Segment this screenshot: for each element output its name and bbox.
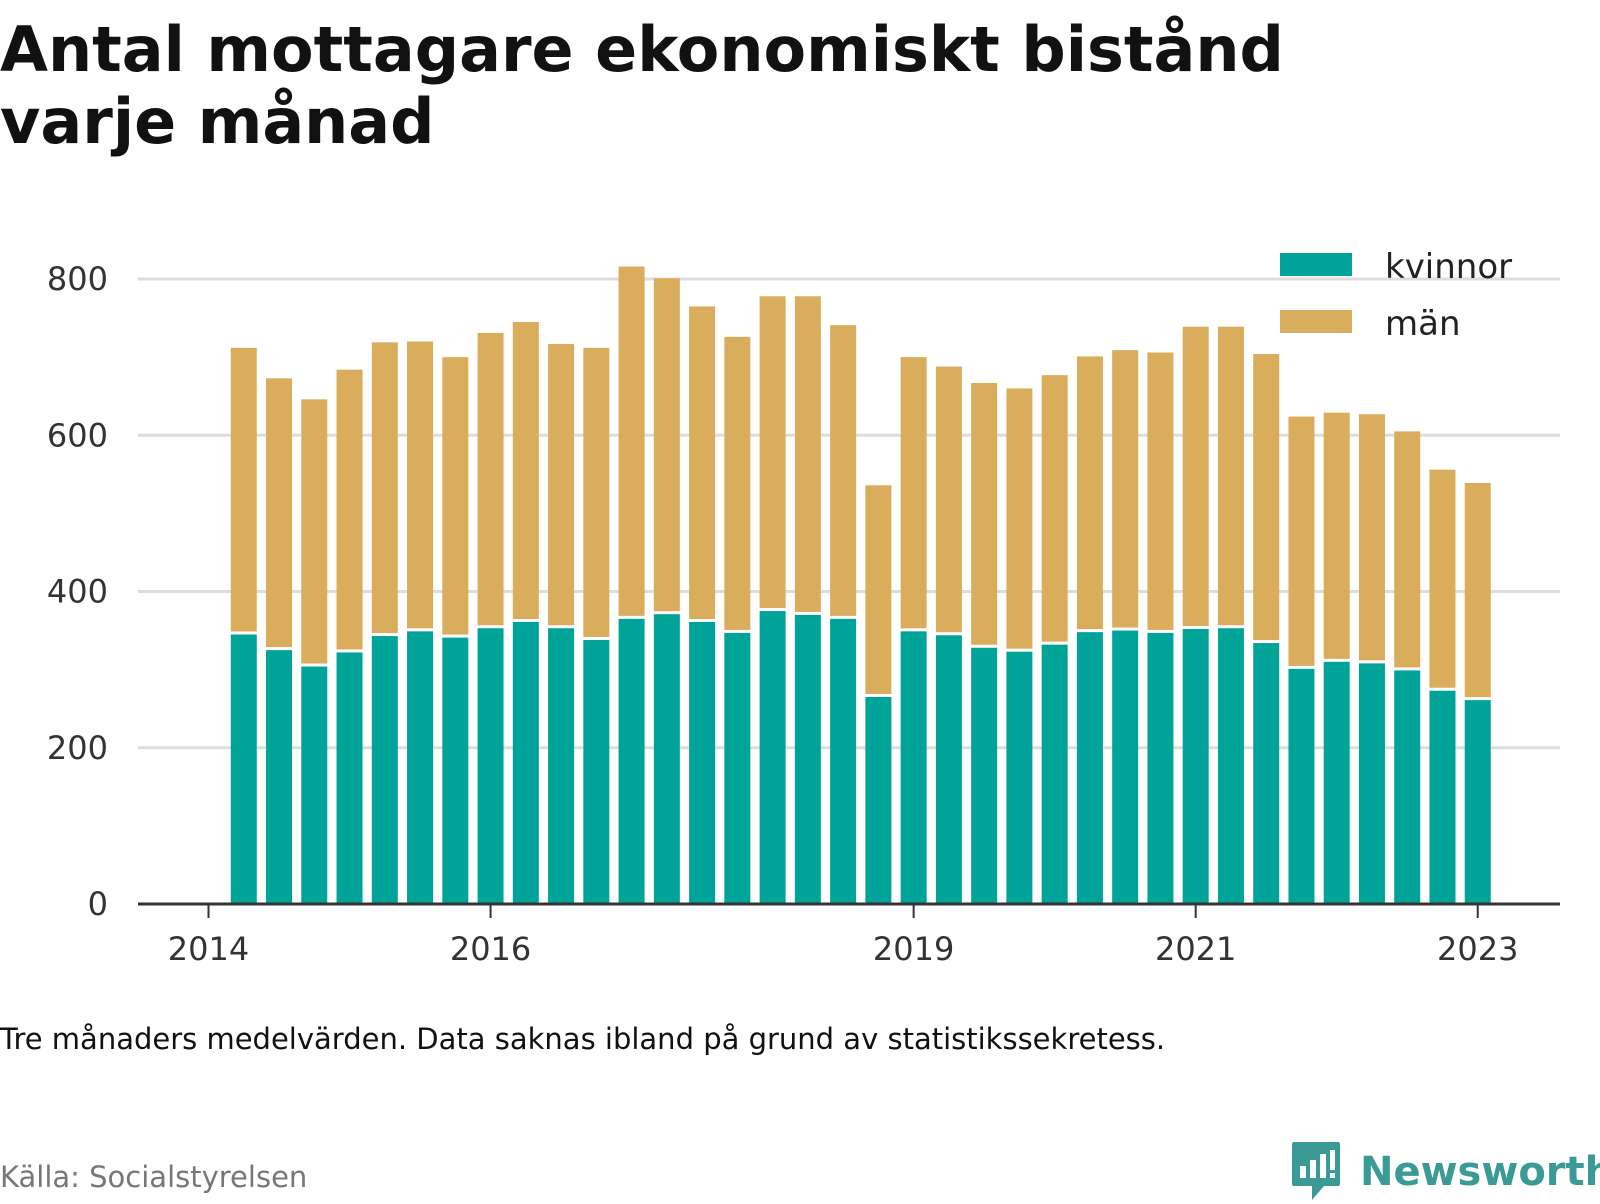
bar-kvinnor-2022-01 <box>1323 661 1350 904</box>
bar-kvinnor-2014-04 <box>230 634 257 904</box>
bar-man-2017-07 <box>689 306 716 619</box>
y-tick-label-400: 400 <box>47 573 108 611</box>
x-tick-label-2019: 2019 <box>873 930 954 968</box>
newsworthy-logo-icon <box>1292 1142 1340 1200</box>
bar-man-2019-01 <box>900 357 927 629</box>
bar-kvinnor-2014-10 <box>301 666 328 904</box>
bar-kvinnor-2021-10 <box>1288 668 1315 904</box>
bar-man-2022-10 <box>1429 469 1456 688</box>
bar-man-2016-04 <box>512 322 539 619</box>
bar-kvinnor-2017-10 <box>724 632 751 904</box>
legend-swatch-man <box>1280 310 1352 333</box>
bar-kvinnor-2015-07 <box>407 631 434 904</box>
bar-kvinnor-2020-07 <box>1112 630 1139 904</box>
brand-logo: Newsworthy <box>1290 1140 1600 1204</box>
legend-label-man: män <box>1385 304 1461 344</box>
bar-kvinnor-2022-04 <box>1358 663 1385 904</box>
bar-kvinnor-2019-04 <box>935 635 962 904</box>
bar-man-2019-07 <box>971 382 998 645</box>
bar-kvinnor-2023-01 <box>1464 700 1491 904</box>
bar-man-2017-10 <box>724 336 751 630</box>
bar-man-2015-10 <box>442 357 469 635</box>
bar-man-2017-01 <box>618 266 645 616</box>
bar-man-2014-10 <box>301 399 328 664</box>
y-tick-label-0: 0 <box>88 885 108 923</box>
bar-kvinnor-2015-04 <box>371 636 398 904</box>
legend: kvinnor män <box>1255 247 1580 345</box>
bar-man-2021-07 <box>1253 354 1280 641</box>
bar-man-2014-04 <box>230 347 257 632</box>
bar-man-2018-04 <box>794 296 821 612</box>
x-axis: 2014 2016 2019 2021 2023 <box>138 902 1560 968</box>
bar-man-2018-07 <box>830 325 857 616</box>
bar-kvinnor-2015-10 <box>442 637 469 904</box>
bar-kvinnor-2017-07 <box>689 621 716 904</box>
bar-kvinnor-2014-07 <box>266 650 293 904</box>
bar-man-2015-07 <box>407 341 434 629</box>
bar-man-2014-07 <box>266 378 293 648</box>
bar-kvinnor-2020-04 <box>1076 632 1103 904</box>
y-tick-label-200: 200 <box>47 729 108 767</box>
bar-kvinnor-2019-07 <box>971 647 998 904</box>
bar-man-2019-10 <box>1006 388 1033 649</box>
bar-man-2022-07 <box>1394 431 1421 668</box>
bar-kvinnor-2022-07 <box>1394 670 1421 904</box>
bar-kvinnor-2021-04 <box>1217 628 1244 904</box>
bar-man-2020-04 <box>1076 356 1103 630</box>
bar-man-2019-04 <box>935 366 962 633</box>
bar-man-2017-04 <box>653 278 680 612</box>
bar-man-2016-10 <box>583 347 610 637</box>
bar-man-2020-01 <box>1041 375 1068 642</box>
x-tick-label-2016: 2016 <box>450 930 531 968</box>
bar-man-2020-10 <box>1147 352 1174 630</box>
bar-kvinnor-2019-10 <box>1006 651 1033 904</box>
bar-kvinnor-2019-01 <box>900 631 927 904</box>
chart: 2014 2016 2019 2021 2023 0 200 400 600 800 kvinn… <box>46 247 1580 968</box>
bar-kvinnor-2018-10 <box>865 696 892 904</box>
bars <box>230 266 1491 904</box>
bar-man-2022-04 <box>1358 414 1385 661</box>
bar-kvinnor-2016-04 <box>512 621 539 904</box>
bar-man-2018-01 <box>759 296 786 609</box>
bar-man-2021-04 <box>1217 326 1244 626</box>
bar-kvinnor-2015-01 <box>336 652 363 904</box>
legend-swatch-kvinnor <box>1280 253 1352 276</box>
bar-man-2018-10 <box>865 485 892 694</box>
bar-kvinnor-2016-01 <box>477 628 504 904</box>
y-tick-label-800: 800 <box>47 260 108 298</box>
bar-kvinnor-2022-10 <box>1429 690 1456 904</box>
x-tick-label-2023: 2023 <box>1437 930 1518 968</box>
bar-kvinnor-2016-10 <box>583 639 610 904</box>
bar-kvinnor-2021-01 <box>1182 629 1209 904</box>
bar-man-2020-07 <box>1112 350 1139 628</box>
bar-kvinnor-2018-07 <box>830 618 857 904</box>
x-tick-label-2014: 2014 <box>168 930 249 968</box>
bar-man-2021-01 <box>1182 326 1209 627</box>
chart-note: Tre månaders medelvärden. Data saknas ib… <box>0 1022 1166 1056</box>
bar-kvinnor-2016-07 <box>548 628 575 904</box>
bar-man-2015-04 <box>371 342 398 634</box>
bar-man-2015-01 <box>336 369 363 650</box>
bar-kvinnor-2018-01 <box>759 611 786 904</box>
chart-title: Antal mottagare ekonomiskt bistånd varje… <box>0 13 1284 158</box>
source-credit: Källa: Socialstyrelsen <box>0 1160 308 1194</box>
bar-kvinnor-2017-01 <box>618 618 645 904</box>
x-tick-label-2021: 2021 <box>1155 930 1236 968</box>
bar-kvinnor-2021-07 <box>1253 643 1280 904</box>
bar-kvinnor-2018-04 <box>794 614 821 904</box>
bar-kvinnor-2017-04 <box>653 614 680 904</box>
bar-man-2021-10 <box>1288 416 1315 666</box>
bar-kvinnor-2020-10 <box>1147 632 1174 904</box>
legend-label-kvinnor: kvinnor <box>1385 247 1512 287</box>
bar-man-2016-01 <box>477 332 504 626</box>
y-tick-label-600: 600 <box>47 416 108 454</box>
brand-name: Newsworthy <box>1360 1149 1600 1195</box>
bar-man-2016-07 <box>548 343 575 626</box>
bar-kvinnor-2020-01 <box>1041 644 1068 904</box>
bar-man-2023-01 <box>1464 482 1491 698</box>
bar-man-2022-01 <box>1323 412 1350 659</box>
y-axis: 0 200 400 600 800 <box>47 260 108 923</box>
